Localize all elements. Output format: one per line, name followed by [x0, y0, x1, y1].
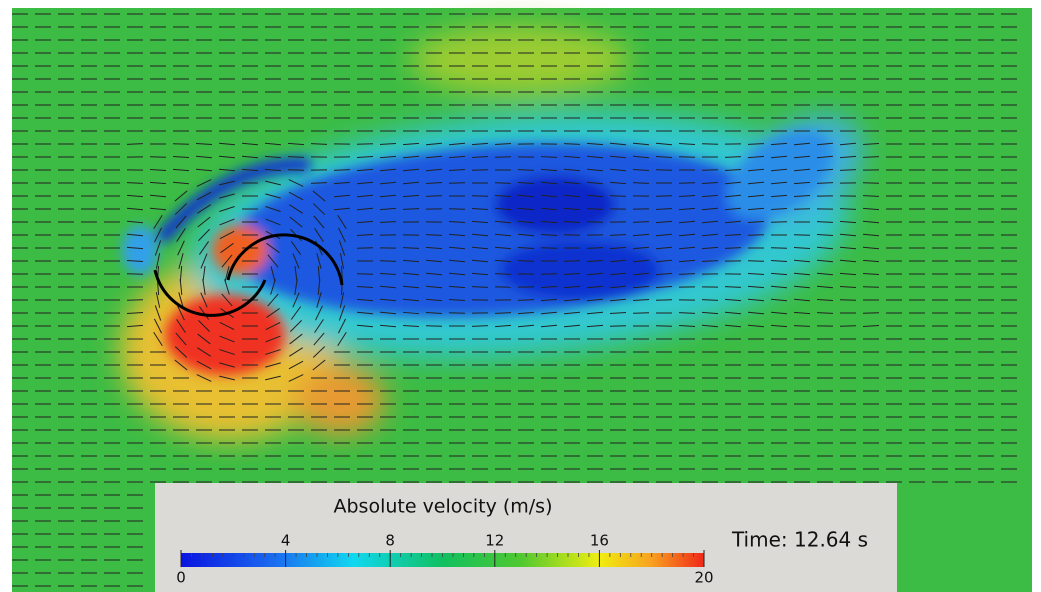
arrow — [472, 326, 488, 327]
arrow — [679, 313, 695, 314]
arrow — [472, 196, 488, 197]
colorbar-tick-label: 0 — [176, 569, 186, 587]
arrow — [817, 222, 833, 223]
arrow — [127, 274, 143, 275]
arrow — [127, 144, 143, 145]
arrow — [518, 170, 534, 171]
legend-panel: Absolute velocity (m/s) 0 4 8 12 16 20 Time: … — [155, 483, 897, 592]
arrow — [449, 183, 465, 184]
arrow — [748, 235, 764, 236]
arrow — [610, 326, 626, 327]
arrow — [863, 157, 879, 158]
time-label: Time: 12.64 s — [731, 528, 868, 552]
colorbar-tick-label: 4 — [281, 532, 291, 550]
page: Absolute velocity (m/s) 0 4 8 12 16 20 Time: … — [0, 0, 1041, 592]
arrow — [495, 183, 511, 184]
arrow — [426, 196, 442, 197]
arrow — [633, 313, 649, 314]
colorbar-title: Absolute velocity (m/s) — [333, 496, 552, 518]
arrow — [380, 261, 396, 262]
colorbar-tick-label: 12 — [485, 532, 504, 550]
arrow — [587, 248, 603, 249]
arrow — [357, 274, 373, 275]
arrow — [702, 170, 718, 171]
arrow — [725, 248, 741, 249]
flow-visualization: Absolute velocity (m/s) 0 4 8 12 16 20 Time: … — [0, 0, 1041, 592]
arrow — [656, 326, 672, 327]
arrow — [817, 313, 833, 314]
arrow — [656, 170, 672, 171]
arrow — [518, 261, 534, 262]
arrow — [725, 157, 741, 158]
arrow — [564, 261, 580, 262]
arrow — [541, 248, 557, 249]
arrow — [840, 300, 856, 301]
arrow — [794, 235, 810, 236]
colorbar-tick-label: 16 — [590, 532, 609, 550]
arrow — [863, 313, 879, 314]
arrow — [127, 300, 143, 301]
arrow — [633, 183, 649, 184]
arrow — [173, 144, 189, 145]
colorbar-tick-label: 20 — [694, 569, 713, 587]
arrow — [426, 326, 442, 327]
colorbar-tick-label: 8 — [385, 532, 395, 550]
arrow — [679, 157, 695, 158]
arrow — [771, 248, 787, 249]
